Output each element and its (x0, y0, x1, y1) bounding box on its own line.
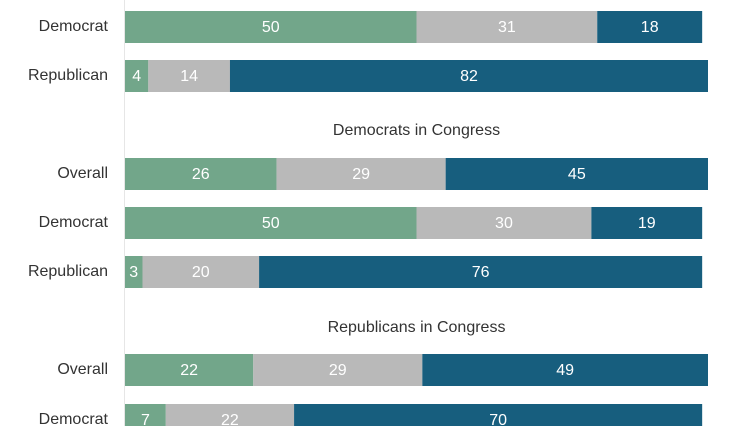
bar-value-label: 45 (568, 166, 586, 183)
bar-value-label: 50 (262, 19, 280, 36)
bar-segment (229, 60, 708, 92)
group-title: Democrats in Congress (333, 122, 500, 139)
row-label: Democrat (39, 18, 109, 35)
bar-segment (142, 256, 260, 288)
bar-segment (125, 207, 417, 239)
bar-value-label: 3 (129, 264, 138, 281)
bar-segment (591, 207, 703, 239)
bar-segment (259, 256, 703, 288)
bar-value-label: 76 (472, 264, 490, 281)
bar-segment (445, 158, 708, 190)
bar-segment (165, 404, 295, 426)
bar-segment (148, 60, 230, 92)
bar-value-label: 29 (352, 166, 370, 183)
bar-segment (597, 11, 703, 43)
row-label: Republican (28, 263, 108, 280)
bar-value-label: 22 (221, 412, 239, 426)
row-label: Democrat (39, 411, 109, 426)
bar-value-label: 50 (262, 215, 280, 232)
bar-segment (125, 158, 277, 190)
bar-value-label: 70 (489, 412, 507, 426)
bar-segment (416, 207, 592, 239)
bar-value-label: 82 (460, 68, 478, 85)
bar-segment (253, 354, 423, 386)
bar-segment (422, 354, 708, 386)
bar-value-label: 18 (641, 19, 659, 36)
bar-value-label: 31 (498, 19, 516, 36)
bar-segment (125, 256, 143, 288)
bar-segment (125, 354, 254, 386)
bar-segment (294, 404, 703, 426)
bar-value-label: 14 (180, 68, 198, 85)
bar-value-label: 19 (638, 215, 656, 232)
bar-segment (125, 404, 166, 426)
bar-value-label: 7 (141, 412, 150, 426)
bar-segment (276, 158, 446, 190)
bar-segment (125, 60, 149, 92)
group-title: Republicans in Congress (328, 319, 506, 336)
bar-value-label: 49 (556, 362, 574, 379)
bar-value-label: 4 (132, 68, 141, 85)
bar-segment (416, 11, 598, 43)
bar-value-label: 22 (180, 362, 198, 379)
row-label: Republican (28, 67, 108, 84)
row-label: Overall (57, 361, 108, 378)
bar-value-label: 20 (192, 264, 210, 281)
bar-segment (125, 11, 417, 43)
chart-marks: Democrat 50 31 18 Republican 4 14 82 Democrats i… (28, 11, 708, 426)
bar-value-label: 30 (495, 215, 513, 232)
bar-value-label: 26 (192, 166, 210, 183)
bar-value-label: 29 (329, 362, 347, 379)
row-label: Overall (57, 165, 108, 182)
row-label: Democrat (39, 214, 109, 231)
